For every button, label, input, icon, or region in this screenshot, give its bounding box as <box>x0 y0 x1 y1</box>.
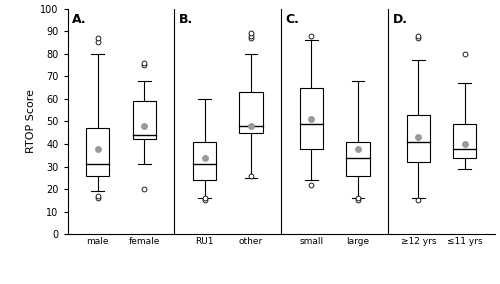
Text: A.: A. <box>72 13 86 26</box>
Bar <box>300 87 323 149</box>
Bar <box>193 142 216 180</box>
Bar <box>132 101 156 139</box>
Text: D.: D. <box>392 13 407 26</box>
Bar <box>406 115 430 162</box>
Bar <box>86 128 110 176</box>
Text: B.: B. <box>178 13 193 26</box>
Bar <box>453 124 476 158</box>
Bar <box>346 142 370 176</box>
Text: C.: C. <box>286 13 300 26</box>
Bar <box>240 92 262 133</box>
Y-axis label: RTOP Score: RTOP Score <box>26 89 36 153</box>
